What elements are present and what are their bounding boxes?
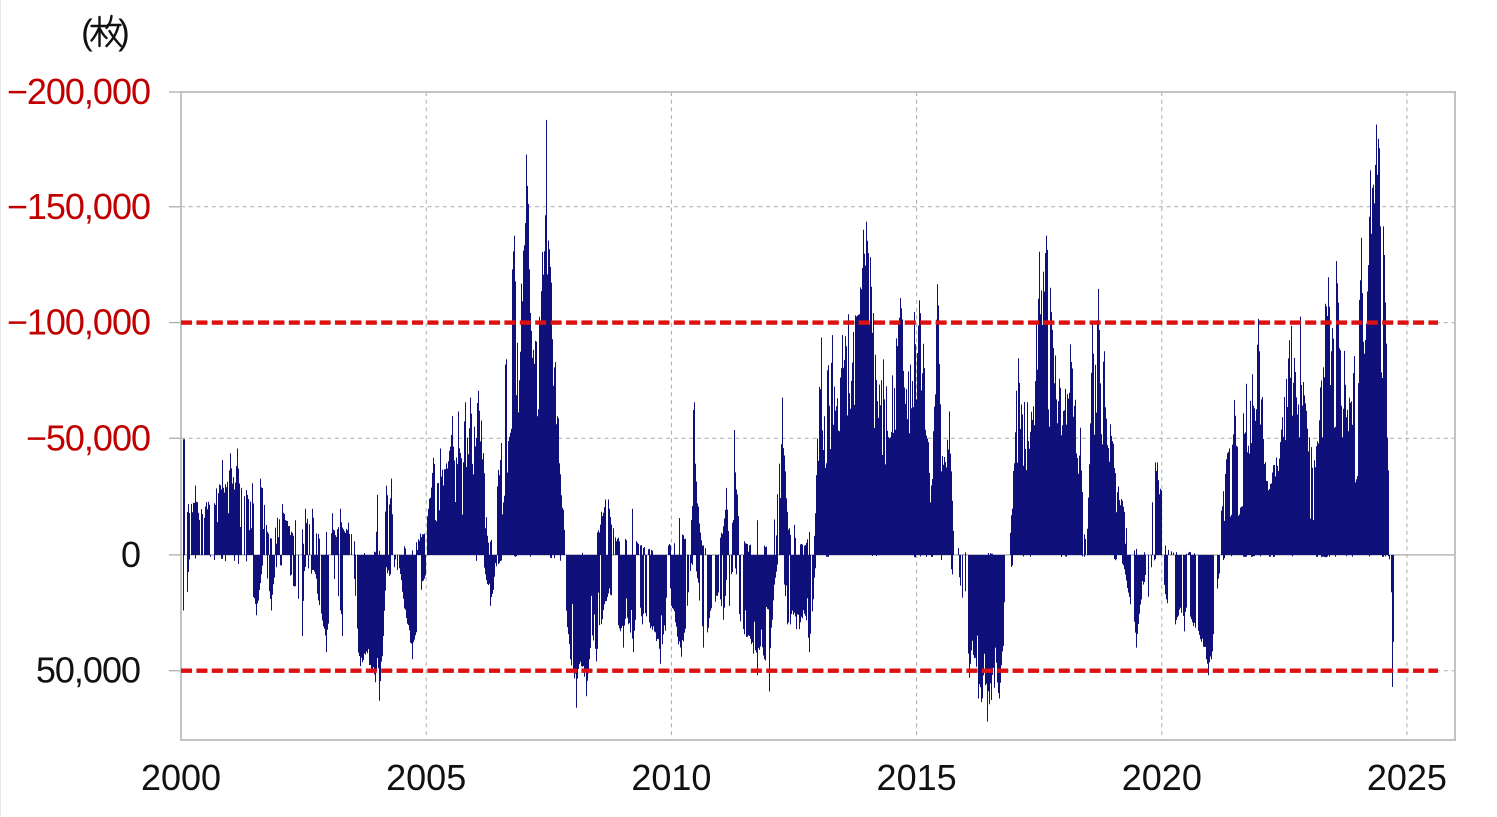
svg-text:2020: 2020: [1122, 757, 1202, 798]
svg-text:−100,000: −100,000: [7, 302, 150, 343]
svg-text:): ): [118, 13, 130, 52]
svg-text:2005: 2005: [386, 757, 466, 798]
svg-text:−50,000: −50,000: [26, 417, 150, 458]
svg-text:2015: 2015: [877, 757, 957, 798]
svg-text:50,000: 50,000: [36, 650, 140, 691]
svg-text:(: (: [81, 13, 93, 52]
svg-text:−150,000: −150,000: [7, 186, 150, 227]
svg-text:−200,000: −200,000: [7, 71, 150, 112]
svg-text:2000: 2000: [141, 757, 221, 798]
svg-text:0: 0: [121, 534, 140, 575]
svg-text:2025: 2025: [1367, 757, 1447, 798]
svg-text:2010: 2010: [631, 757, 711, 798]
